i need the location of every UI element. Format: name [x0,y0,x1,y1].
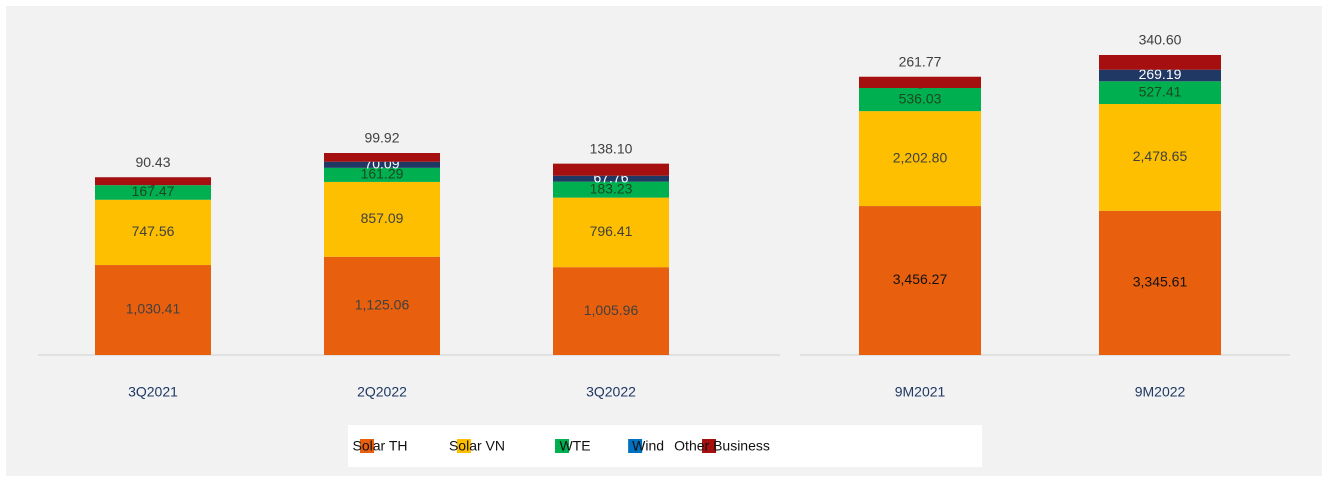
data-label: 1,030.41 [126,301,181,317]
bar-segment [1099,81,1221,105]
legend-label: Other Business [674,438,770,454]
x-tick-label: 9M2021 [895,384,946,400]
data-label: 183.23 [590,180,633,196]
data-label: 747.56 [132,223,175,239]
legend-swatch [456,439,471,453]
bar-segment [553,163,669,176]
bar-segment [95,265,211,355]
legend-swatch [702,439,717,453]
legend-swatch [555,439,570,453]
data-label: 3,345.61 [1133,274,1188,290]
data-label: 161.29 [361,166,404,182]
data-label: 269.19 [1139,66,1182,82]
x-tick-label: 3Q2021 [128,384,178,400]
x-tick-label: 2Q2022 [357,384,407,400]
data-label: 99.92 [364,130,399,146]
bar-segment [1099,55,1221,70]
bar-segment [324,181,440,257]
legend-box [348,425,982,467]
bar-segment [324,256,440,355]
bar-segment [1099,210,1221,355]
bar-segment [95,177,211,186]
legend-label: Solar TH [353,438,408,454]
legend-label: Solar VN [449,438,505,454]
data-label: 138.10 [590,140,633,156]
legend-swatch [628,439,643,453]
data-label: 527.41 [1139,83,1182,99]
data-label: 261.77 [899,53,942,69]
bar-segment [324,161,440,168]
bar-segment [324,167,440,182]
legend-label: WTE [559,438,590,454]
data-label: 857.09 [361,210,404,226]
bar-segment [553,175,669,182]
bar-segment [859,206,981,355]
bar-segment [95,185,211,200]
bar-segment [1099,69,1221,82]
bar-segment [324,153,440,162]
legend-label: Wind [632,438,664,454]
bar-segment [553,181,669,198]
data-label: 167.47 [132,183,175,199]
data-label: 1,005.96 [584,302,639,318]
bar-segment [859,76,981,89]
bar-segment [553,267,669,355]
bar-segment [859,111,981,207]
data-label: 796.41 [590,223,633,239]
data-label: 2,478.65 [1133,148,1188,164]
data-label: 1,125.06 [355,297,410,313]
bar-segment [859,88,981,112]
data-label: 3,456.27 [893,271,948,287]
x-tick-label: 9M2022 [1135,384,1186,400]
bar-segment [553,197,669,268]
data-label: 2,202.80 [893,149,948,165]
bar-segment [95,199,211,266]
data-label: 536.03 [899,90,942,106]
bar-segment [1099,104,1221,211]
x-tick-label: 3Q2022 [586,384,636,400]
data-label: 90.43 [135,154,170,170]
legend-swatch [360,439,374,453]
data-label: 340.60 [1139,32,1182,48]
